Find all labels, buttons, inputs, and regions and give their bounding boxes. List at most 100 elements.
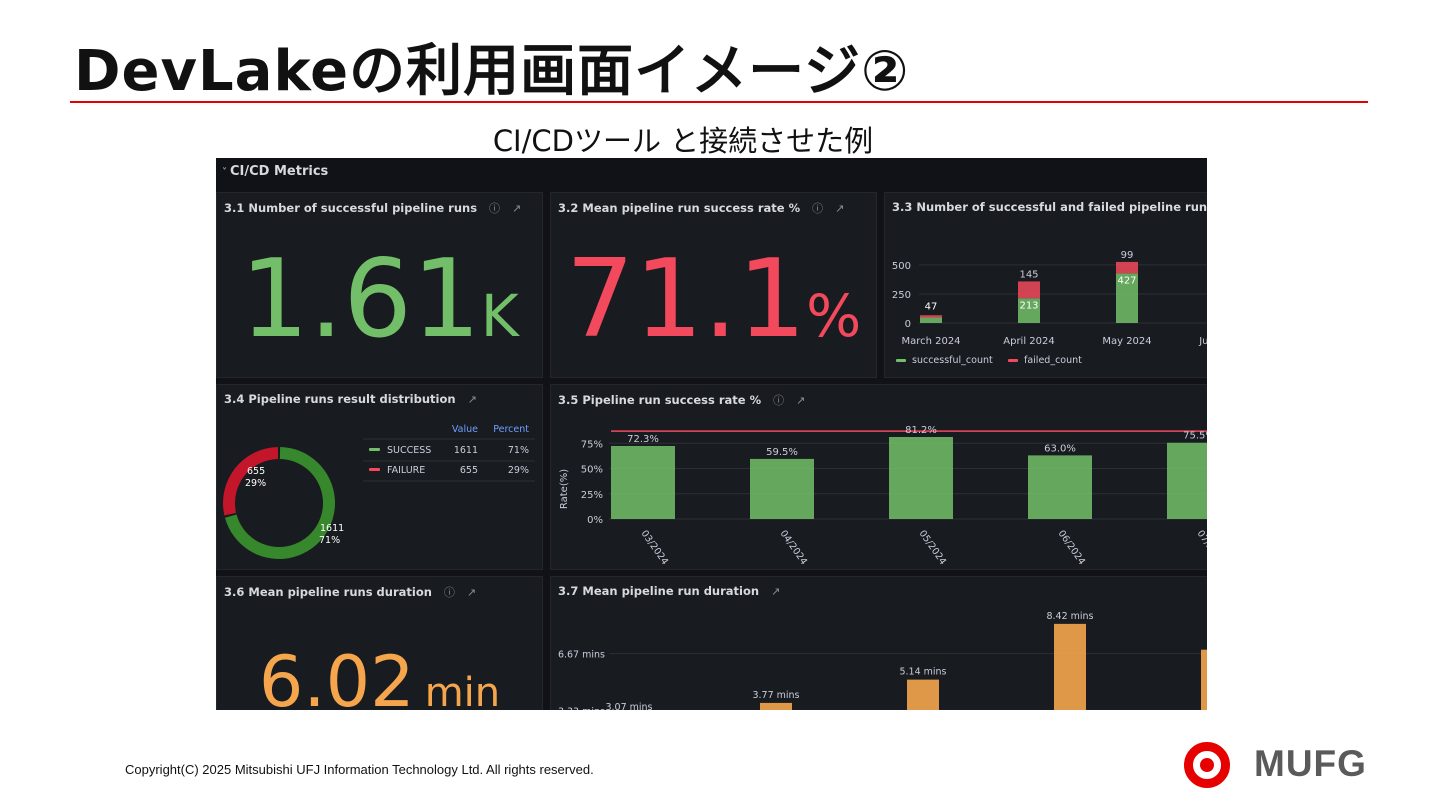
bar-failed — [920, 315, 942, 318]
panel-success-rate-trend[interactable]: 3.5 Pipeline run success rate % ⓘ ↗ 0% 25% 5… — [550, 384, 1207, 570]
legend-percent: 29% — [508, 465, 529, 476]
bar-value-label: 59.5% — [766, 447, 798, 458]
bar — [750, 458, 814, 519]
x-tick-label: 03/2024 — [639, 528, 671, 567]
panel-mean-duration[interactable]: 3.6 Mean pipeline runs duration ⓘ ↗ 6.02 mi… — [216, 576, 543, 710]
panel-title: 3.4 Pipeline runs result distribution ↗ — [224, 392, 477, 406]
info-icon[interactable]: ⓘ — [443, 586, 455, 599]
info-icon[interactable]: ⓘ — [812, 202, 824, 215]
bar-successful — [920, 317, 942, 323]
bar — [907, 679, 939, 710]
stat-success-rate: 71.1% — [551, 237, 876, 362]
stacked-bar-chart: 0 250 500 March 2024 47 April 2024 213 145 May 2… — [892, 250, 1207, 347]
panel-title-text: 3.7 Mean pipeline run duration — [558, 584, 760, 598]
y-tick-label: 500 — [892, 261, 911, 272]
bar-value-label: 5.14 mins — [899, 667, 946, 678]
x-tick-label: 04/2024 — [778, 528, 810, 567]
stat-value: 71.1 — [565, 237, 807, 362]
bar — [760, 702, 792, 710]
row-header-cicd[interactable]: ˅ CI/CD Metrics — [222, 164, 328, 179]
panel-title: 3.1 Number of successful pipeline runs ⓘ ↗ — [224, 200, 521, 216]
title-divider — [70, 101, 1368, 103]
panel-title: 3.5 Pipeline run success rate % ⓘ ↗ — [558, 392, 805, 408]
dashboard-screenshot: ˅ CI/CD Metrics 3.1 Number of successful … — [216, 158, 1207, 710]
y-tick-label: 6.67 mins — [558, 650, 605, 661]
legend-header-percent: Percent — [493, 424, 529, 435]
bar-value-label: 63.0% — [1044, 443, 1076, 454]
bar — [611, 445, 675, 519]
x-tick-label: 06/2024 — [1056, 528, 1088, 567]
bar-successful — [1116, 273, 1138, 323]
y-axis-label: Rate(%) — [559, 469, 570, 509]
legend-value: 1611 — [454, 445, 478, 456]
slide-title: DevLakeの利用画面イメージ② — [74, 39, 910, 104]
duration-bar-chart: 3.33 mins 6.67 mins 3.07 mins 3.77 mins 5.14… — [558, 611, 1207, 710]
legend-percent: 71% — [508, 445, 529, 456]
info-icon[interactable]: ⓘ — [489, 202, 501, 215]
stat-unit: min — [424, 670, 501, 710]
logo-mark — [1184, 742, 1230, 788]
bar — [1054, 623, 1086, 710]
panel-successful-runs[interactable]: 3.1 Number of successful pipeline runs ⓘ ↗… — [216, 192, 543, 378]
y-tick-label: 25% — [581, 490, 603, 501]
panel-title: 3.3 Number of successful and failed pipe… — [892, 200, 1207, 214]
external-link-icon[interactable]: ↗ — [466, 586, 477, 599]
panel-duration-trend[interactable]: 3.7 Mean pipeline run duration ↗ 3.33 min… — [550, 576, 1207, 710]
bar-value-label: 47 — [925, 302, 938, 313]
panel-result-distribution[interactable]: 3.4 Pipeline runs result distribution ↗ 6… — [216, 384, 543, 570]
external-link-icon[interactable]: ↗ — [796, 394, 806, 407]
info-icon[interactable]: ⓘ — [773, 394, 785, 407]
stat-successful-runs: 1.61K — [217, 237, 542, 362]
external-link-icon[interactable]: ↗ — [771, 585, 781, 598]
panel-title: 3.2 Mean pipeline run success rate % ⓘ ↗ — [558, 200, 844, 216]
bar-value-label: 8.42 mins — [1046, 611, 1093, 622]
bar-value-label: 81.2% — [905, 425, 937, 436]
legend-swatch — [369, 448, 380, 451]
y-tick-label: 0 — [905, 319, 911, 330]
y-tick-label: 0% — [587, 515, 603, 526]
legend-swatch — [1008, 359, 1018, 362]
legend-header-value: Value — [452, 424, 478, 435]
legend-swatch — [896, 359, 906, 362]
copyright-notice: Copyright(C) 2025 Mitsubishi UFJ Informa… — [125, 762, 594, 777]
legend-label: successful_count — [912, 355, 993, 366]
external-link-icon[interactable]: ↗ — [467, 393, 477, 406]
bar — [1028, 455, 1092, 519]
y-tick-label: 250 — [892, 290, 911, 301]
stat-value: 1.61 — [240, 237, 481, 362]
success-rate-bar-chart: 0% 25% 50% 75% Rate(%) 72.3% 03/2024 59.5% 04/20… — [559, 425, 1207, 567]
panel-title-text: 3.4 Pipeline runs result distribution — [224, 392, 456, 406]
panel-title-text: 3.5 Pipeline run success rate % — [558, 393, 762, 407]
bar-value-label: 75.5% — [1183, 431, 1207, 442]
stat-mean-duration: 6.02 min — [217, 641, 542, 710]
legend-label: SUCCESS — [387, 445, 431, 456]
y-tick-label: 3.33 mins — [558, 706, 605, 710]
donut-slice — [223, 447, 279, 516]
panel-success-failed-runs[interactable]: 3.3 Number of successful and failed pipe… — [884, 192, 1207, 378]
panel-title: 3.6 Mean pipeline runs duration ⓘ ↗ — [224, 584, 476, 600]
y-tick-label: 50% — [581, 465, 603, 476]
chevron-down-icon: ˅ — [222, 167, 227, 178]
legend-label: FAILURE — [387, 465, 425, 476]
x-tick-label: 07/2024 — [1195, 528, 1207, 567]
bar — [1201, 649, 1207, 710]
stat-value: 6.02 — [258, 641, 415, 710]
bar — [1167, 442, 1207, 519]
panel-title-text: 3.3 Number of successful and failed pipe… — [892, 200, 1207, 214]
y-tick-label: 75% — [581, 439, 603, 450]
legend-successful: successful_count — [896, 355, 993, 366]
stat-unit: K — [480, 282, 519, 350]
stat-unit: % — [806, 282, 862, 350]
logo-wordmark: MUFG — [1254, 743, 1367, 784]
external-link-icon[interactable]: ↗ — [512, 202, 522, 215]
panel-title-text: 3.2 Mean pipeline run success rate % — [558, 201, 801, 215]
bar-value-label: 3.07 mins — [605, 702, 652, 710]
row-title: CI/CD Metrics — [230, 164, 329, 179]
bar — [889, 436, 953, 519]
legend-swatch — [369, 468, 380, 471]
panel-mean-success-rate[interactable]: 3.2 Mean pipeline run success rate % ⓘ ↗ 7… — [550, 192, 877, 378]
external-link-icon[interactable]: ↗ — [835, 202, 845, 215]
bar-value-label: 3.77 mins — [752, 690, 799, 701]
ring-success-value: 1611 — [320, 523, 344, 534]
